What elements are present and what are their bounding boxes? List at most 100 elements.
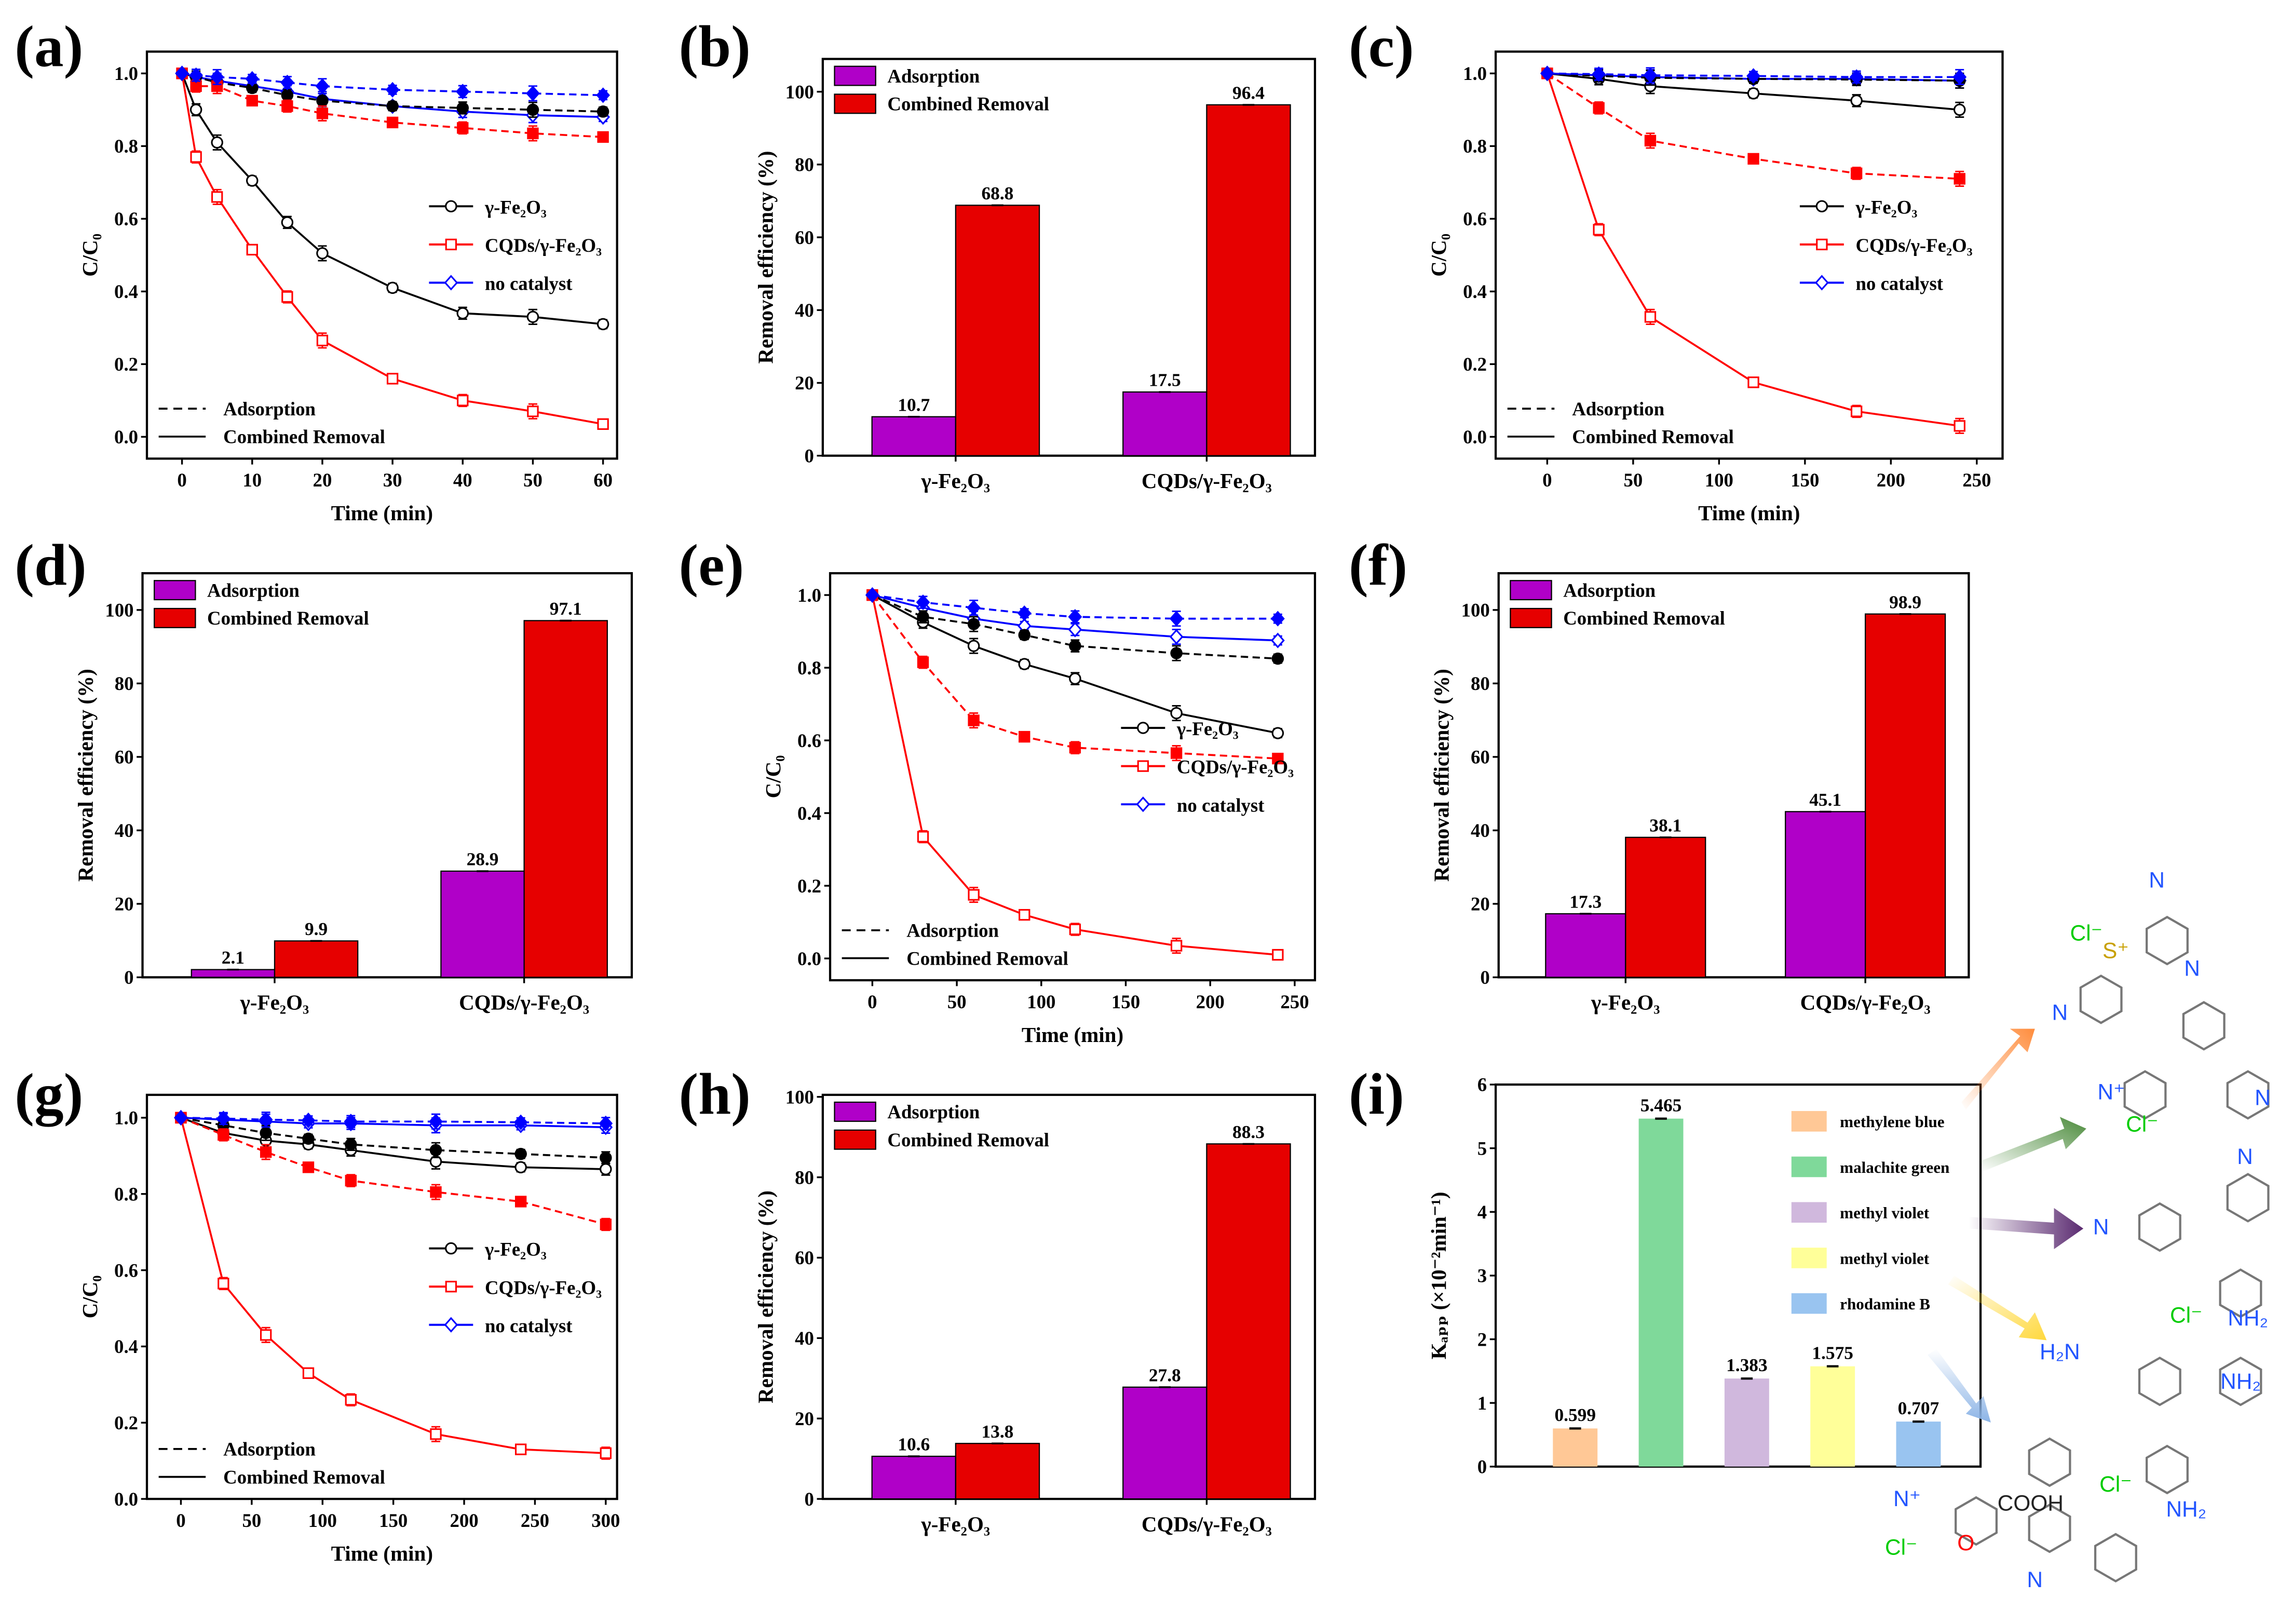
structure-label: N⁺: [1893, 1486, 1921, 1511]
benzene-ring: [2123, 1070, 2167, 1120]
plot-frame: [821, 1093, 1317, 1500]
structure-label: Cl⁻: [1885, 1535, 1917, 1560]
legend-swatch: [1791, 1156, 1827, 1178]
data-point: [597, 131, 609, 143]
data-point: [917, 656, 929, 668]
legend-label: methyl violet: [1840, 1204, 1930, 1222]
data-point: [445, 1242, 457, 1255]
series-line: [182, 72, 603, 97]
data-point: [1850, 405, 1863, 417]
data-point: [1270, 611, 1285, 627]
y-axis-label: Removal efficiency (%): [73, 669, 97, 882]
panel-e: (e) 0.0 0.2 0.4 0.6 0.8 1.0 C/C₀ 0 50 100 150 200 250…: [679, 533, 1317, 1047]
data-point: [429, 1114, 443, 1130]
legend-label: Combined Removal: [887, 1129, 1049, 1151]
data-point: [1643, 67, 1658, 83]
x-tick-label: 0: [1542, 469, 1552, 491]
panel-label: (f): [1349, 533, 1407, 598]
data-point: [386, 116, 399, 129]
plot-frame: [829, 572, 1317, 982]
panel-g: (g) 0.0 0.2 0.4 0.6 0.8 1.0 C/C₀ 0 50 100 150 200 250…: [15, 1062, 620, 1565]
data-point: [596, 318, 609, 331]
data-label: 10.7: [898, 394, 930, 415]
legend-item: CQDs/γ-Fe₂O₃: [429, 1277, 602, 1298]
structure-label: NH₂: [2220, 1369, 2261, 1393]
legend-label: CQDs/γ-Fe₂O₃: [485, 1277, 602, 1298]
legend-item: no catalyst: [429, 273, 573, 294]
data-point: [189, 67, 204, 83]
legend-label: γ-Fe₂O₃: [484, 196, 547, 218]
x-category-label: γ-Fe₂O₃: [921, 469, 991, 493]
series-line: [180, 1117, 606, 1226]
legend-label: methyl violet: [1840, 1249, 1930, 1267]
data-point: [216, 1111, 230, 1127]
data-point: [430, 1428, 442, 1440]
bar: [191, 969, 276, 978]
panel-label: (a): [15, 15, 83, 79]
data-point: [917, 831, 929, 843]
structure-label: Cl⁻: [2070, 921, 2103, 945]
data-point: [457, 395, 469, 407]
data-label: 5.465: [1640, 1094, 1682, 1115]
bar: [1206, 1143, 1291, 1500]
data-point: [1069, 672, 1081, 685]
y-tick-label: 0.6: [1463, 208, 1487, 229]
x-axis-label: Time (min): [1022, 1023, 1123, 1047]
bar: [1896, 1422, 1941, 1467]
y-tick-label: 20: [795, 1408, 814, 1429]
y-tick-label: 0.2: [114, 1412, 138, 1433]
data-point: [527, 405, 539, 417]
panel-i: (i) 0 1 2 3 4 5 6 Kₐₚₚ (×10⁻²min⁻¹) 0.599 methylen…: [1349, 1062, 1982, 1478]
y-tick-label: 1.0: [114, 63, 138, 84]
data-point: [444, 1317, 458, 1333]
data-point: [967, 618, 980, 630]
y-tick-label: 1: [1477, 1392, 1487, 1414]
data-point: [1747, 87, 1760, 100]
data-point: [259, 1112, 273, 1128]
structure-label: NH₂: [2166, 1497, 2206, 1521]
data-point: [316, 94, 329, 107]
arrow-icon: [1969, 1208, 2084, 1249]
x-tick-label: 100: [308, 1510, 337, 1531]
legend-label: no catalyst: [1855, 273, 1943, 294]
data-point: [1644, 134, 1657, 147]
data-point: [302, 1367, 315, 1379]
data-point: [967, 600, 981, 616]
x-tick-label: 200: [1877, 469, 1905, 491]
x-category-label: CQDs/γ-Fe₂O₃: [459, 991, 589, 1014]
y-tick-label: 100: [1461, 600, 1490, 621]
data-point: [1017, 605, 1032, 621]
data-point: [1068, 609, 1082, 625]
x-axis-label: Time (min): [331, 501, 433, 525]
legend-label: Combined Removal: [887, 93, 1049, 115]
structure-label: N: [2093, 1215, 2109, 1239]
y-tick-label: 20: [795, 372, 814, 394]
series-line: [181, 73, 603, 138]
benzene-ring: [2094, 1533, 2137, 1583]
data-point: [190, 151, 202, 163]
y-tick-label: 100: [785, 1086, 814, 1107]
benzene-ring: [2219, 1268, 2262, 1318]
data-label: 88.3: [1232, 1121, 1265, 1142]
series-line: [181, 1117, 606, 1129]
series-line: [180, 1117, 606, 1454]
panel-label: (d): [15, 533, 86, 598]
legend-swatch: [834, 65, 876, 86]
panel-label: (h): [679, 1062, 751, 1127]
series-combined-1: [866, 589, 1284, 961]
y-tick-label: 100: [105, 600, 133, 621]
legend-item: no catalyst: [429, 1315, 573, 1336]
legend-label-combined: Combined Removal: [223, 426, 385, 448]
legend-label: Adsorption: [207, 579, 300, 601]
y-tick-label: 100: [785, 81, 814, 102]
legend-item: no catalyst: [1121, 794, 1265, 816]
benzene-ring: [2226, 1173, 2270, 1223]
legend-swatch: [1791, 1293, 1827, 1314]
data-label: 9.9: [305, 918, 328, 939]
x-tick-label: 300: [591, 1510, 620, 1531]
data-point: [345, 1138, 357, 1151]
plot-frame: [1497, 572, 1970, 979]
data-point: [457, 122, 469, 134]
series-adsorption-5: [865, 587, 1285, 627]
